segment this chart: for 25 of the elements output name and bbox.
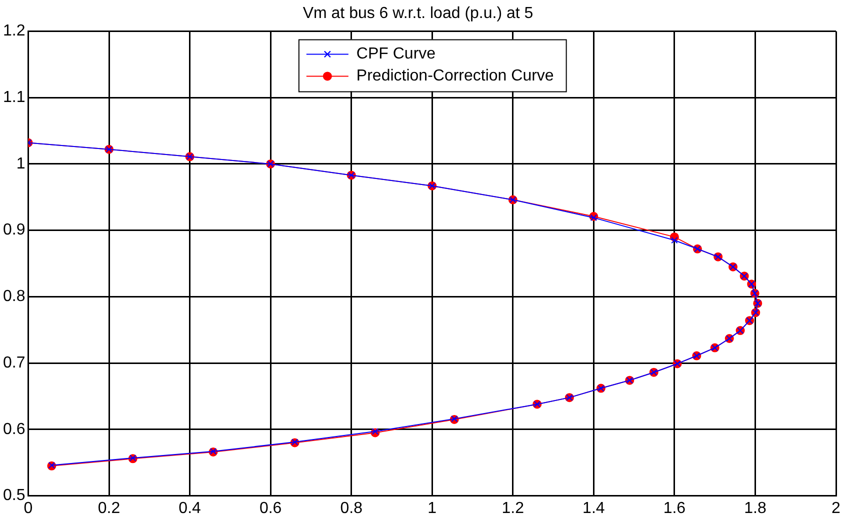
y-tick-label: 1.1 xyxy=(2,88,26,106)
x-tick-label: 0 xyxy=(24,500,33,517)
x-tick-label: 1.4 xyxy=(582,500,605,517)
x-tick-label: 2 xyxy=(832,500,841,517)
x-tick-label: 0.8 xyxy=(340,500,363,517)
point xyxy=(372,428,379,435)
x-tick-label: 1 xyxy=(428,500,437,517)
x-tick-label: 0.6 xyxy=(259,500,282,517)
legend-label: Prediction-Correction Curve xyxy=(356,68,554,85)
y-tick-label: 0.6 xyxy=(2,420,26,438)
chart-title: Vm at bus 6 w.r.t. load (p.u.) at 5 xyxy=(302,5,534,22)
y-tick-label: 1.2 xyxy=(2,22,26,40)
x-tick-label: 1.6 xyxy=(663,500,686,517)
x-tick-label: 0.4 xyxy=(178,500,202,517)
y-tick-label: 0.7 xyxy=(2,354,26,372)
legend-label: CPF Curve xyxy=(356,46,436,63)
point xyxy=(590,214,597,222)
y-tick-label: 0.8 xyxy=(2,288,26,306)
y-tick-label: 0.9 xyxy=(2,222,26,239)
y-tick-label: 0.5 xyxy=(2,487,26,504)
x-tick-label: 1.8 xyxy=(744,500,766,517)
point xyxy=(671,236,678,244)
x-tick-label: 0.2 xyxy=(98,500,120,517)
x-tick-label: 1.2 xyxy=(502,500,524,517)
y-tick-label: 1 xyxy=(16,155,26,172)
